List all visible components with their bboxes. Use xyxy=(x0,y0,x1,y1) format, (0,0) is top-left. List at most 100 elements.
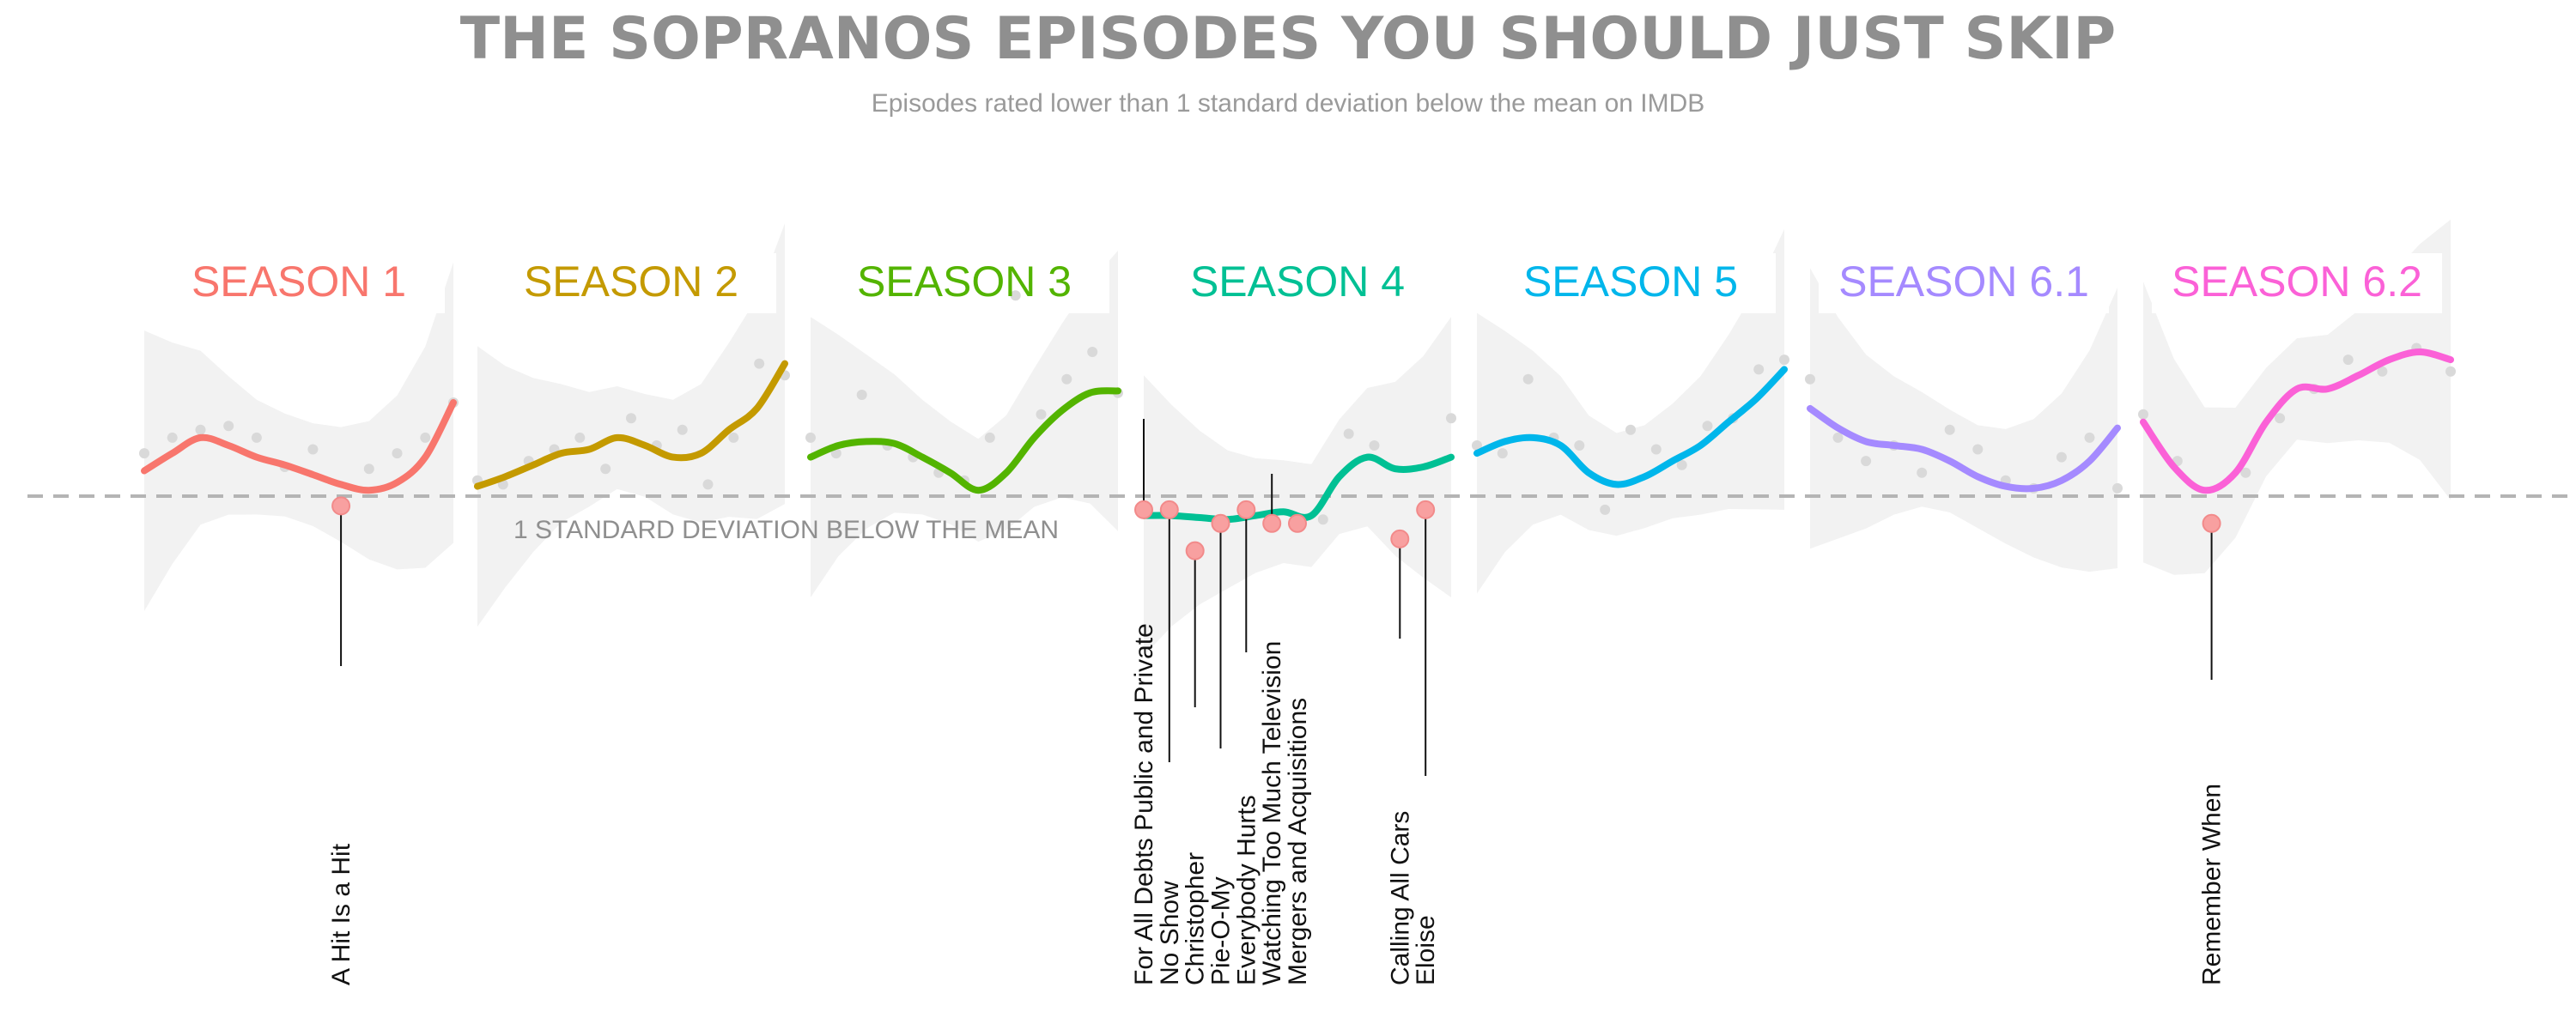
episode-point xyxy=(1497,448,1508,459)
outlier-markers xyxy=(331,496,2221,560)
episode-point xyxy=(1779,354,1789,366)
episode-point xyxy=(1625,424,1636,435)
episode-point xyxy=(167,432,178,443)
episode-point xyxy=(754,358,765,369)
season-label-backdrop xyxy=(1819,253,2109,313)
episode-point xyxy=(1472,440,1482,451)
season-label-backdrop xyxy=(486,253,776,313)
episode-point xyxy=(1753,364,1765,375)
outlier-marker xyxy=(1288,513,1307,533)
episode-point xyxy=(574,432,586,443)
episode-labels: A Hit Is a Hit For All Debts Public and P… xyxy=(327,623,2227,985)
outlier-marker xyxy=(1211,513,1230,533)
confidence-band-season-6 xyxy=(1810,268,2117,573)
episode-point xyxy=(2056,451,2067,463)
episode-point xyxy=(1600,504,1611,515)
episode-point xyxy=(420,432,431,443)
episode-point xyxy=(2342,354,2354,366)
season-label-2: SEASON 2 xyxy=(524,258,738,306)
confidence-band-season-5 xyxy=(1477,229,1784,594)
confidence-band-season-3 xyxy=(811,251,1118,597)
confidence-band-season-1 xyxy=(144,262,453,611)
episode-label: Everybody Hurts xyxy=(1232,795,1261,985)
episode-point xyxy=(1010,290,1021,301)
episode-label: Pie-O-My xyxy=(1207,876,1236,985)
outlier-marker xyxy=(1159,500,1179,519)
episode-point xyxy=(1944,424,1955,435)
outlier-marker xyxy=(331,496,351,516)
episode-point xyxy=(1650,444,1662,455)
episode-point xyxy=(1369,440,1380,451)
episode-label: No Show xyxy=(1156,881,1184,985)
episode-label: Watching Too Much Television xyxy=(1258,641,1286,985)
episode-point xyxy=(1522,373,1534,385)
episode-point xyxy=(2445,366,2456,377)
episode-label: A Hit Is a Hit xyxy=(327,843,355,985)
episode-point xyxy=(1036,409,1047,420)
episode-label: Eloise xyxy=(1412,915,1440,985)
episode-point xyxy=(2275,413,2286,424)
episode-point xyxy=(1061,373,1072,385)
episode-point xyxy=(1972,444,1984,455)
confidence-band-season-4 xyxy=(1144,317,1451,657)
season-labels: SEASON 1 SEASON 2 SEASON 3 SEASON 4 SEASON 5… xyxy=(191,258,2422,306)
episode-label: Calling All Cars xyxy=(1386,811,1414,985)
episode-point xyxy=(1832,432,1844,443)
season-curve-5 xyxy=(1473,366,1788,488)
season-curve-7 xyxy=(2140,348,2454,494)
season-label-4: SEASON 4 xyxy=(1190,258,1405,306)
season-curve-6 xyxy=(1807,404,2121,493)
episode-point xyxy=(1446,413,1456,424)
episode-label: For All Debts Public and Private xyxy=(1130,623,1158,985)
outlier-marker xyxy=(1134,500,1153,519)
episode-point xyxy=(1574,440,1585,451)
outlier-marker xyxy=(2202,513,2221,533)
chart-title: THE SOPRANOS EPISODES YOU SHOULD JUST SK… xyxy=(460,5,2117,73)
episode-point xyxy=(728,432,739,443)
episode-point xyxy=(1676,459,1687,470)
episode-point xyxy=(856,390,867,400)
episode-point xyxy=(2084,432,2095,443)
outlier-marker xyxy=(1390,529,1410,548)
outlier-marker xyxy=(1416,500,1436,519)
outlier-marker xyxy=(1185,541,1205,560)
episode-point xyxy=(1702,421,1713,432)
episode-point xyxy=(2138,409,2148,420)
season-label-3: SEASON 3 xyxy=(857,258,1072,306)
episode-point xyxy=(1805,373,1815,385)
season-label-7: SEASON 6.2 xyxy=(2172,258,2422,306)
episode-point xyxy=(626,413,636,424)
episode-point xyxy=(307,444,319,455)
episode-point xyxy=(1087,347,1098,357)
season-label-5: SEASON 5 xyxy=(1523,258,1738,306)
episode-point xyxy=(363,464,374,475)
season-curve-2 xyxy=(474,360,788,490)
episode-point xyxy=(251,432,262,443)
episode-point xyxy=(1317,514,1328,525)
outlier-marker xyxy=(1236,500,1256,519)
confidence-band-season-2 xyxy=(477,223,785,627)
episode-point xyxy=(1917,467,1928,478)
season-label-backdrop xyxy=(1152,253,1443,313)
episode-point xyxy=(392,448,403,459)
outlier-marker xyxy=(1262,513,1282,533)
season-label-6: SEASON 6.1 xyxy=(1838,258,2089,306)
episode-point xyxy=(805,432,816,443)
season-curve-3 xyxy=(807,387,1121,494)
episode-label: Mergers and Acquisitions xyxy=(1284,698,1312,985)
episode-point xyxy=(702,479,714,490)
episode-point xyxy=(223,421,234,432)
season-label-backdrop xyxy=(1485,253,1776,313)
episode-point xyxy=(139,448,149,459)
episode-point xyxy=(2112,482,2123,494)
episode-point xyxy=(677,424,688,435)
season-label-1: SEASON 1 xyxy=(191,258,406,306)
episode-label: Remember When xyxy=(2198,784,2227,985)
std-dev-reference-label: 1 STANDARD DEVIATION BELOW THE MEAN xyxy=(513,516,1059,544)
episode-point xyxy=(1861,456,1872,467)
outlier-leader-lines xyxy=(340,419,2213,776)
season-label-backdrop xyxy=(2152,253,2442,313)
episode-point xyxy=(984,432,995,443)
season-label-backdrop xyxy=(153,253,445,313)
season-curve-1 xyxy=(141,399,457,494)
